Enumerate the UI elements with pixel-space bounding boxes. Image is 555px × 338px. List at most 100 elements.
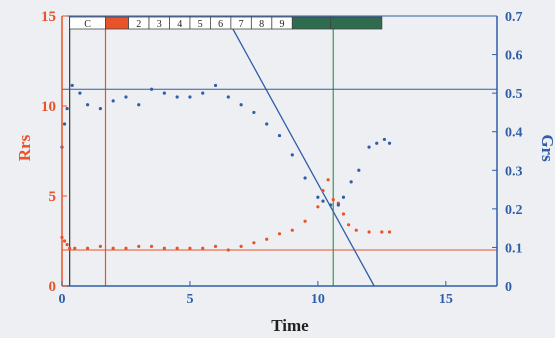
segment-cell-11 xyxy=(330,16,383,30)
y-right-tick-label: 0.3 xyxy=(505,164,523,179)
grs-point xyxy=(277,133,282,138)
rrs-point xyxy=(303,219,307,223)
rrs-point xyxy=(380,230,384,234)
segment-bar: C 2 3 4 5 6 7 8 9 xyxy=(69,16,383,30)
grs-point xyxy=(85,103,90,107)
y-left-tick-label: 15 xyxy=(41,9,56,25)
data-series xyxy=(60,83,392,252)
rrs-point xyxy=(252,241,256,245)
y-right-tick-label: 0.4 xyxy=(505,126,523,141)
grs-point xyxy=(111,99,115,103)
grs-point xyxy=(382,137,387,142)
grs-point xyxy=(65,106,69,111)
y-right-tick-label: 0.1 xyxy=(505,241,523,256)
grs-point xyxy=(98,106,102,111)
grs-point xyxy=(387,141,392,145)
grs-point xyxy=(290,153,294,157)
rrs-point xyxy=(137,244,141,248)
segment-label-7: 7 xyxy=(239,19,244,30)
y-right-tick-label: 0.2 xyxy=(505,203,523,218)
grs-point xyxy=(188,95,192,99)
x-tick-label: 5 xyxy=(186,292,193,307)
rrs-point xyxy=(162,246,166,250)
rrs-point xyxy=(213,244,218,248)
grs-point xyxy=(303,176,307,180)
grs-point xyxy=(149,87,154,91)
axes xyxy=(61,15,498,287)
rrs-point xyxy=(239,244,243,248)
rrs-point xyxy=(188,246,192,250)
rrs-point xyxy=(65,243,69,247)
rrs-point xyxy=(226,248,230,252)
grs-point xyxy=(175,95,179,99)
grs-point xyxy=(239,103,243,107)
rrs-point xyxy=(316,205,320,209)
rrs-point xyxy=(290,228,294,232)
grs-point xyxy=(357,168,361,172)
grs-point xyxy=(336,203,340,207)
x-tick-label: 10 xyxy=(311,292,325,307)
grs-point xyxy=(162,91,166,95)
grs-point xyxy=(375,141,379,145)
y-left-tick-label: 5 xyxy=(49,189,57,205)
segment-label-5: 5 xyxy=(198,19,203,30)
rrs-point xyxy=(111,246,115,250)
grs-point xyxy=(367,145,371,149)
rrs-point xyxy=(124,246,128,250)
grs-point xyxy=(252,110,256,115)
grs-point xyxy=(265,122,269,126)
grs-point xyxy=(137,103,141,107)
rrs-point xyxy=(331,198,335,202)
grs-point xyxy=(78,91,82,95)
rrs-point xyxy=(341,212,346,216)
rrs-point xyxy=(346,223,351,227)
rrs-point xyxy=(98,244,102,248)
x-tick-label: 15 xyxy=(439,292,453,307)
segment-label-3: 3 xyxy=(157,19,162,30)
series-rrs xyxy=(60,178,392,252)
grs-point xyxy=(213,83,218,88)
rrs-point xyxy=(73,246,77,250)
rrs-point xyxy=(62,239,67,243)
grs-point xyxy=(349,180,353,184)
rrs-point xyxy=(68,246,72,250)
grs-point xyxy=(70,83,74,88)
rrs-point xyxy=(175,246,179,250)
y-right-axis-label: Grs xyxy=(538,134,555,162)
segment-label-8: 8 xyxy=(259,19,264,30)
x-axis-label: Time xyxy=(271,316,309,335)
y-right-tick-label: 0.6 xyxy=(505,49,523,64)
segment-label-2: 2 xyxy=(136,19,141,30)
grs-point xyxy=(321,199,325,203)
y-right-tick-label: 0.7 xyxy=(505,10,523,25)
x-tick-label: 0 xyxy=(59,292,66,307)
segment-cell-10 xyxy=(291,16,332,30)
grs-point xyxy=(201,91,205,95)
y-left-tick-label: 0 xyxy=(49,279,57,295)
grs-point xyxy=(316,195,320,199)
segment-label-9: 9 xyxy=(280,19,285,30)
reference-lines xyxy=(62,15,497,287)
y-right-tick-label: 0.5 xyxy=(505,87,523,102)
rrs-point xyxy=(277,232,282,236)
y-right-tick-label: 0 xyxy=(505,280,512,295)
rrs-point xyxy=(387,230,392,234)
rrs-point xyxy=(265,237,269,241)
rrs-point xyxy=(321,189,325,193)
rrs-point xyxy=(149,244,154,248)
rrs-point xyxy=(354,228,358,232)
segment-label-6: 6 xyxy=(218,19,223,30)
segment-label-4: 4 xyxy=(177,19,182,30)
rrs-point xyxy=(85,246,90,250)
rrs-point xyxy=(326,178,330,182)
y-left-axis-label: Rrs xyxy=(15,134,34,161)
segment-label-0: C xyxy=(84,19,91,30)
grs-point xyxy=(62,122,67,126)
grs-point xyxy=(341,195,346,199)
segment-cell-1 xyxy=(105,16,129,30)
rrs-point xyxy=(201,246,205,250)
grs-point xyxy=(124,95,128,99)
rrs-point xyxy=(367,230,371,234)
